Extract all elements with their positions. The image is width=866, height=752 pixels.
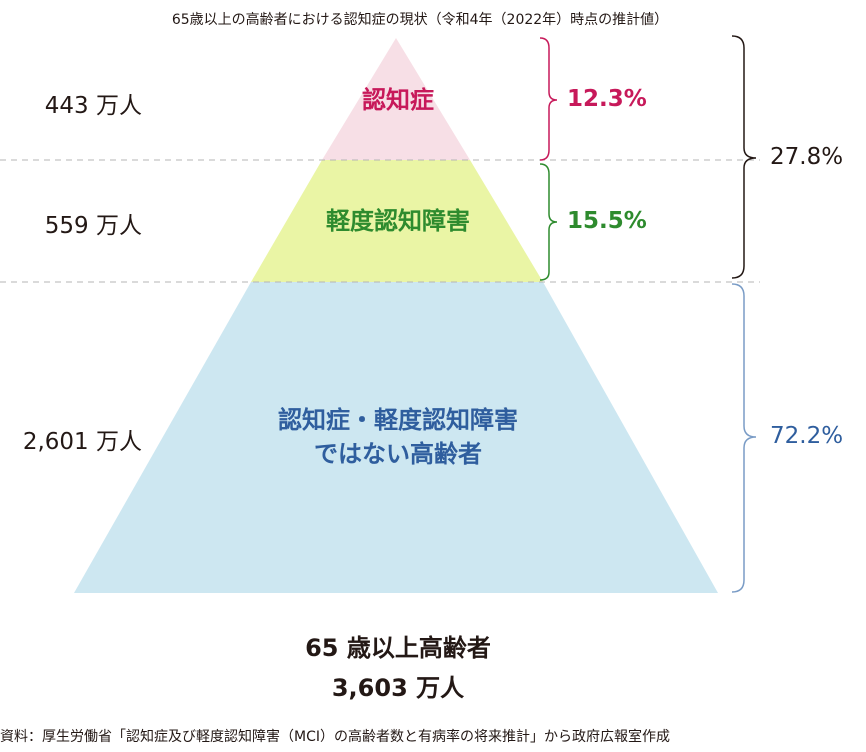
percent-dementia: 12.3% (567, 86, 647, 112)
bracket-dementia (539, 37, 558, 161)
layer-dementia (322, 38, 470, 160)
count-mci: 559 万人 (44, 213, 142, 239)
bracket-healthy (731, 283, 757, 593)
layer-mci (251, 160, 543, 282)
bracket-mci (539, 163, 558, 281)
percent-healthy: 72.2% (770, 423, 844, 449)
chart-title: 65歳以上の高齢者における認知症の現状（令和4年（2022年）時点の推計値） (171, 12, 669, 28)
label-healthy-line2: ではない高齢者 (314, 440, 482, 468)
source-note: 資料：厚生労働省「認知症及び軽度認知障害（MCI）の高齢者数と有病率の将来推計」… (0, 729, 670, 745)
bracket-combined (731, 35, 757, 279)
percent-mci: 15.5% (567, 208, 647, 234)
label-dementia: 認知症 (362, 86, 434, 114)
total-value: 3,603 万人 (331, 674, 465, 702)
label-healthy-line1: 認知症・軽度認知障害 (278, 406, 518, 434)
count-dementia: 443 万人 (44, 93, 142, 119)
percent-combined: 27.8% (770, 144, 844, 170)
count-healthy: 2,601 万人 (22, 429, 142, 455)
total-label: 65 歳以上高齢者 (305, 634, 491, 662)
layer-healthy (74, 282, 718, 593)
label-mci: 軽度認知障害 (326, 207, 470, 235)
